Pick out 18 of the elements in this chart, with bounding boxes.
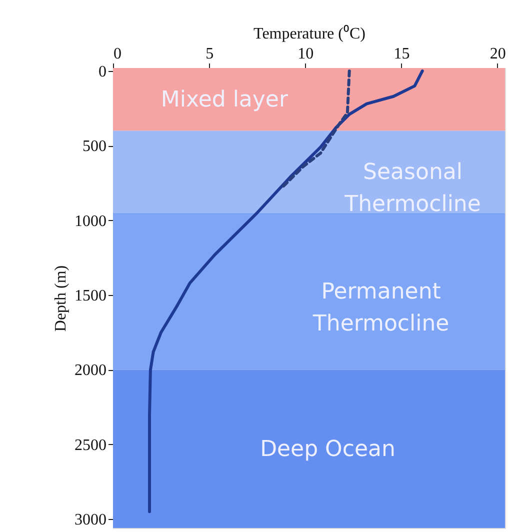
x-tick-label: 15: [394, 46, 410, 62]
y-tick-label: 500: [82, 138, 106, 156]
band-label: Seasonal Thermocline: [344, 160, 481, 217]
band-label: Permanent Thermocline: [312, 279, 450, 336]
band-label: Deep Ocean: [260, 436, 396, 462]
band-label: Mixed layer: [160, 87, 289, 112]
y-tick-label: 1500: [74, 288, 106, 305]
x-tick-label: 20: [490, 46, 506, 62]
y-tick-label: 2000: [74, 362, 106, 380]
y-tick-label: 1000: [74, 212, 106, 230]
y-axis-title: Depth (m): [52, 265, 70, 332]
y-tick-label: 3000: [74, 512, 106, 529]
x-tick-label: 10: [298, 46, 314, 62]
y-tick-label: 0: [98, 63, 106, 80]
x-tick-label: 0: [114, 46, 122, 62]
x-axis-title: Temperature (⁰C): [254, 24, 366, 42]
x-tick-label: 5: [206, 46, 214, 62]
y-tick-label: 2500: [74, 436, 106, 454]
